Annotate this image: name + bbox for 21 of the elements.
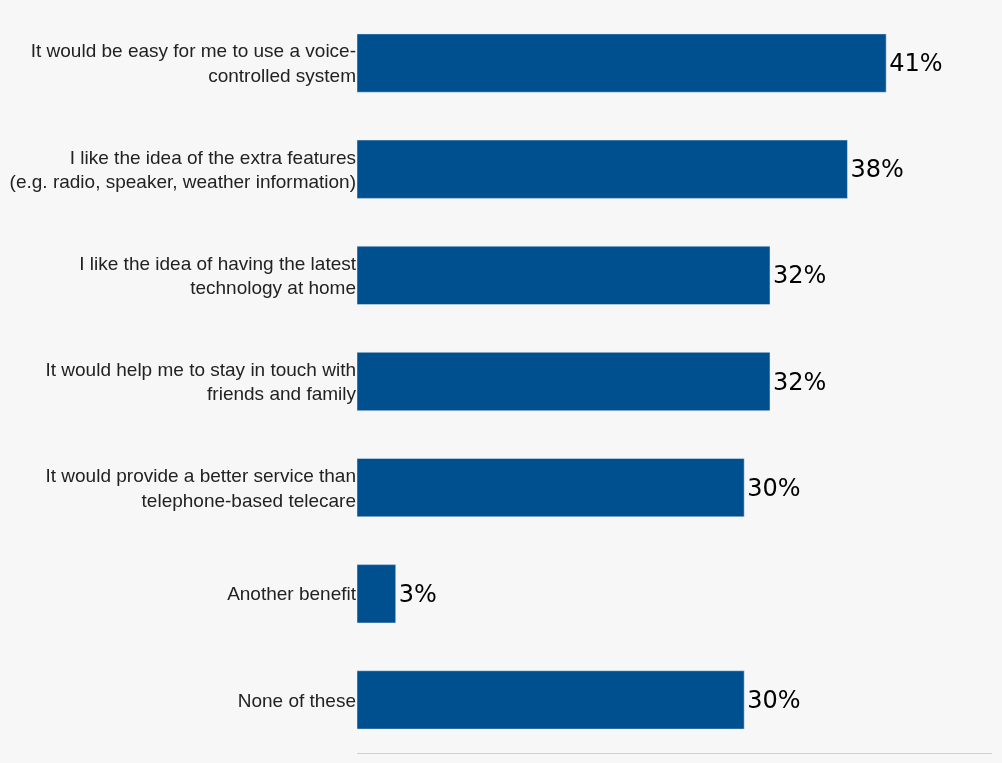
y-tick-label: Another benefit (227, 583, 357, 605)
data-label: 32% (773, 261, 827, 290)
y-tick-label: It would be easy for me to use a voice-controlled system (30, 40, 356, 87)
bar (357, 458, 745, 518)
bar (357, 139, 848, 199)
y-tick-label: It would provide a better service than telephone-based telecare (45, 464, 356, 511)
bar (357, 564, 396, 624)
bar (357, 33, 887, 93)
data-label: 30% (747, 685, 801, 714)
y-tick-label: I like the idea of having the latest technology at home (79, 252, 357, 299)
y-tick-label: It would help me to stay in touch with friends and family (45, 358, 357, 405)
data-label: 30% (747, 473, 801, 502)
data-label: 38% (850, 155, 904, 184)
bar (357, 245, 771, 305)
bar (357, 352, 771, 411)
data-label: 32% (773, 367, 827, 396)
data-label: 41% (889, 49, 943, 78)
data-label: 3% (398, 579, 437, 608)
bar (357, 670, 745, 730)
y-tick-label: I like the idea of the extra features (e.g. radio, speaker, weather information) (9, 146, 356, 193)
y-tick-label: None of these (237, 689, 356, 711)
